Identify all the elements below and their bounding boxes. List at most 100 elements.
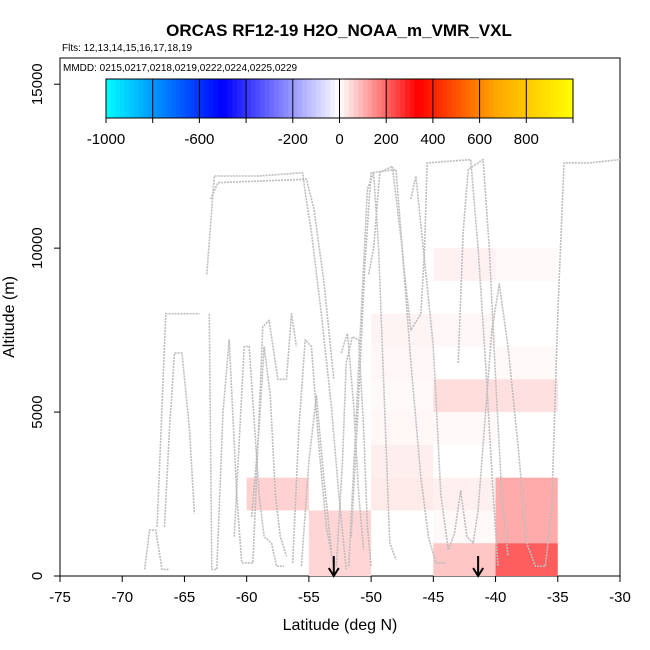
colorbar-swatch — [260, 79, 266, 118]
colorbar-swatch — [106, 79, 112, 118]
colorbar-swatch — [120, 79, 126, 118]
arrow-head — [327, 567, 340, 578]
y-tick-label: 5000 — [29, 395, 46, 428]
x-tick-label: -70 — [111, 589, 133, 606]
colorbar-swatch — [180, 79, 186, 118]
colorbar-swatch — [236, 79, 243, 118]
colorbar-swatch — [563, 79, 569, 118]
heatmap-cell — [495, 346, 558, 380]
colorbar-swatch — [367, 79, 373, 118]
flight-track — [250, 345, 288, 557]
colorbar-swatch — [372, 79, 378, 118]
colorbar-swatch — [474, 79, 481, 118]
colorbar-swatch — [549, 79, 555, 118]
colorbar-swatch — [526, 79, 532, 118]
colorbar-swatch — [316, 79, 322, 118]
x-tick-label: -40 — [485, 589, 507, 606]
flight-track — [156, 312, 200, 527]
flight-track — [209, 178, 335, 380]
heatmap-cell — [371, 412, 434, 445]
flight-track — [335, 335, 372, 567]
colorbar-swatch — [208, 79, 215, 118]
heatmap-cell — [495, 543, 558, 576]
heatmap-cell — [495, 477, 558, 544]
flight-track — [233, 345, 284, 568]
colorbar-swatch — [554, 79, 560, 118]
colorbar-swatch — [535, 79, 541, 118]
colorbar-swatch — [390, 79, 397, 118]
x-tick-label: -75 — [49, 589, 71, 606]
colorbar-swatch — [246, 79, 252, 118]
colorbar-tick-label: 800 — [514, 131, 539, 148]
colorbar-swatch — [386, 79, 392, 118]
colorbar-swatch — [143, 79, 149, 118]
colorbar-swatch — [218, 79, 224, 118]
colorbar-swatch — [115, 79, 121, 118]
heatmap-cell — [371, 379, 434, 413]
colorbar-swatch — [129, 79, 135, 118]
colorbar-swatch — [166, 79, 172, 118]
chart-title: ORCAS RF12-19 H2O_NOAA_m_VMR_VXL — [166, 21, 512, 40]
colorbar-swatch — [530, 79, 537, 118]
heatmap-cell — [433, 313, 496, 347]
x-axis: -75 -70 -65 -60 -55 -50 -45 -40 -35 -30 — [49, 576, 631, 606]
y-tick-label: 15000 — [29, 63, 46, 105]
colorbar-swatch — [241, 79, 247, 118]
heatmap-cell — [371, 444, 434, 478]
colorbar-swatch — [521, 79, 527, 118]
y-axis: 0 5000 10000 15000 — [29, 63, 60, 580]
colorbar-swatch — [138, 79, 144, 118]
colorbar-swatch — [194, 79, 200, 118]
colorbar-swatch — [362, 79, 369, 118]
heatmap-cell — [433, 477, 496, 511]
x-tick-label: -30 — [609, 589, 631, 606]
colorbar-swatch — [152, 79, 158, 118]
colorbar-swatch — [204, 79, 210, 118]
heatmap-cell — [433, 412, 496, 445]
colorbar-swatch — [306, 79, 313, 118]
colorbar-swatch — [507, 79, 513, 118]
colorbar-swatch — [381, 79, 387, 118]
colorbar-swatch — [171, 79, 177, 118]
colorbar-swatch — [162, 79, 168, 118]
x-tick-label: -55 — [298, 589, 320, 606]
x-tick-label: -50 — [360, 589, 382, 606]
y-tick-label: 10000 — [29, 227, 46, 269]
colorbar-swatch — [320, 79, 327, 118]
heatmap-cells — [246, 248, 558, 576]
colorbar-swatch — [227, 79, 233, 118]
colorbar-swatch — [157, 79, 163, 118]
flight-track — [367, 165, 446, 564]
colorbar-swatch — [297, 79, 303, 118]
colorbar-swatch — [134, 79, 140, 118]
colorbar-swatch — [348, 79, 355, 118]
colorbar-swatch — [418, 79, 425, 118]
colorbar-swatch — [568, 79, 574, 118]
colorbar-swatch — [334, 79, 341, 118]
heatmap-cell — [371, 313, 434, 347]
colorbar-swatch — [409, 79, 415, 118]
flight-track — [291, 339, 335, 567]
x-tick-label: -65 — [174, 589, 196, 606]
colorbar-swatch — [222, 79, 229, 118]
y-tick-label: 0 — [29, 572, 46, 580]
colorbar-swatch — [190, 79, 196, 118]
heatmap-cell — [308, 510, 372, 576]
flight-tracks — [143, 158, 621, 571]
x-tick-label: -45 — [422, 589, 444, 606]
colorbar-swatch — [255, 79, 261, 118]
colorbar-swatch — [400, 79, 406, 118]
colorbar-swatch — [124, 79, 130, 118]
colorbar-swatch — [292, 79, 299, 118]
colorbar-swatch — [358, 79, 364, 118]
colorbar-tick-label: 400 — [420, 131, 445, 148]
x-tick-label: -60 — [236, 589, 258, 606]
flight-track — [340, 332, 365, 550]
colorbar-swatch — [456, 79, 462, 118]
colorbar-swatch — [488, 79, 495, 118]
colorbar-swatch — [442, 79, 448, 118]
x-axis-label: Latitude (deg N) — [283, 617, 398, 634]
colorbar-swatch — [465, 79, 471, 118]
colorbar-swatch — [484, 79, 490, 118]
